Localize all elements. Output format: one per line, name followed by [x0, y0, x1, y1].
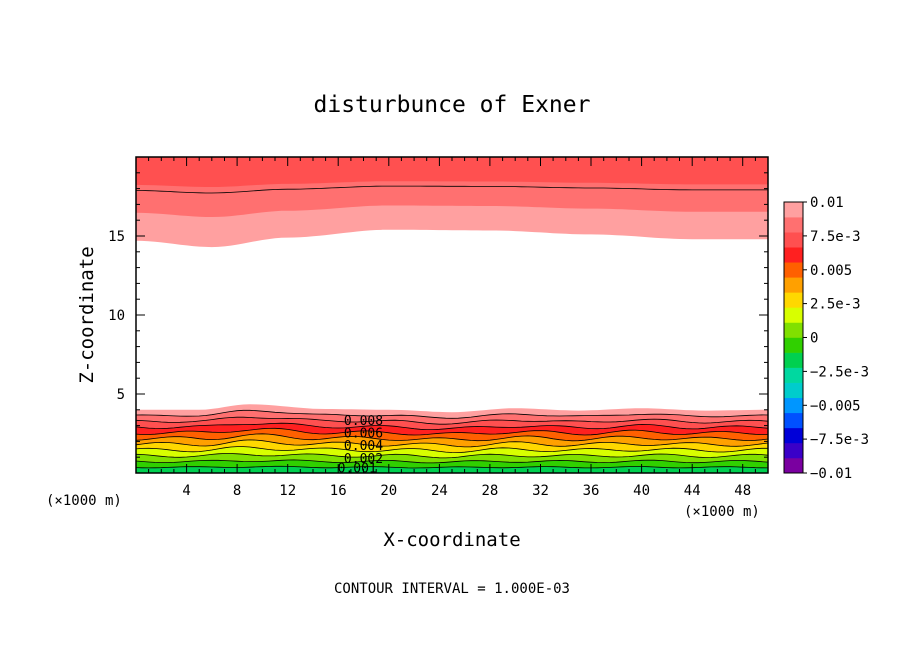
colorbar-label: 0 — [810, 331, 818, 347]
contour-label: 0.004 — [344, 439, 383, 454]
colorbar-swatch — [784, 292, 803, 308]
contour-line — [135, 453, 769, 459]
contour-line — [136, 185, 768, 194]
colorbar-swatch — [784, 322, 803, 338]
colorbar-swatch — [784, 247, 803, 263]
colorbar-label: 7.5e-3 — [810, 229, 861, 245]
chart-title: disturbunce of Exner — [314, 92, 591, 118]
colorbar-label: −0.005 — [810, 398, 861, 414]
colorbar-swatch — [784, 337, 803, 353]
y-tick-labels: 5 10 15 — [108, 229, 125, 403]
contour-line — [135, 465, 769, 469]
colorbar-swatch — [784, 217, 803, 233]
x-tick-label: 40 — [633, 483, 650, 499]
contour-interval-note: CONTOUR INTERVAL = 1.000E-03 — [334, 581, 570, 597]
colorbar-swatch — [784, 367, 803, 383]
x-tick-label: 20 — [380, 483, 397, 499]
x-tick-label: 12 — [279, 483, 296, 499]
colorbar-swatch — [784, 457, 803, 474]
x-tick-label: 44 — [684, 483, 701, 499]
x-tick-label: 24 — [431, 483, 448, 499]
contour-label: 0.008 — [344, 414, 383, 429]
colorbar-swatch — [784, 442, 803, 459]
colorbar-swatch — [784, 262, 803, 278]
colorbar-swatch — [784, 397, 803, 414]
y-tick-label: 5 — [117, 387, 125, 403]
x-unit-right: (×1000 m) — [684, 504, 760, 520]
colorbar-label: −7.5e-3 — [810, 432, 869, 448]
y-tick-label: 10 — [108, 308, 125, 324]
x-tick-label: 48 — [734, 483, 751, 499]
contour-line — [135, 422, 769, 431]
contour-label: 0.006 — [344, 427, 383, 442]
x-tick-labels: 4 8 12 16 20 24 28 32 36 40 44 48 — [182, 483, 751, 499]
colorbar-swatch — [784, 232, 803, 248]
colorbar-label: −0.01 — [810, 466, 852, 482]
contour-band-top — [136, 157, 768, 187]
colorbar-swatch — [784, 412, 803, 429]
colorbar-label: 0.01 — [810, 195, 844, 211]
colorbar-swatch — [784, 307, 803, 323]
y-axis-label: Z-coordinate — [76, 246, 98, 383]
contour-line — [135, 439, 769, 448]
contour-line — [135, 433, 769, 442]
colorbar-swatch — [784, 427, 803, 444]
x-tick-label: 32 — [532, 483, 549, 499]
colorbar — [783, 201, 804, 474]
colorbar-swatch — [784, 277, 803, 293]
x-tick-label: 36 — [583, 483, 600, 499]
contour-line — [135, 427, 768, 436]
colorbar-label: −2.5e-3 — [810, 364, 869, 380]
x-tick-label: 4 — [182, 483, 190, 499]
x-tick-label: 28 — [481, 483, 498, 499]
colorbar-labels: 0.01 7.5e-3 0.005 2.5e-3 0 −2.5e-3 −0.005 −7.5e… — [803, 195, 869, 482]
contour-line — [135, 459, 769, 464]
axis-ticks — [136, 157, 768, 473]
contour-fills — [136, 157, 768, 473]
contour-line — [135, 409, 769, 419]
colorbar-label: 0.005 — [810, 263, 852, 279]
contour-label: 0.001 — [338, 461, 377, 476]
colorbar-swatch — [784, 352, 803, 368]
x-axis-label: X-coordinate — [383, 529, 520, 551]
contour-label: 0.002 — [344, 452, 383, 467]
colorbar-label: 2.5e-3 — [810, 297, 861, 313]
x-tick-label: 8 — [233, 483, 241, 499]
contour-line — [135, 446, 768, 454]
contour-line — [135, 416, 769, 425]
x-unit-left: (×1000 m) — [46, 493, 122, 509]
colorbar-swatch — [784, 382, 803, 399]
x-tick-label: 16 — [330, 483, 347, 499]
colorbar-swatch — [784, 202, 803, 218]
contour-lines — [135, 185, 769, 469]
y-tick-label: 15 — [108, 229, 125, 245]
